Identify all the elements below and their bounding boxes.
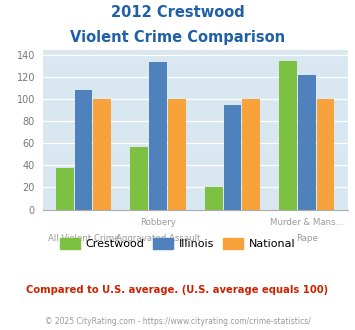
Text: 2012 Crestwood: 2012 Crestwood bbox=[111, 5, 244, 20]
Bar bbox=[93, 99, 111, 210]
Legend: Crestwood, Illinois, National: Crestwood, Illinois, National bbox=[55, 234, 300, 253]
Text: All Violent Crime: All Violent Crime bbox=[48, 234, 119, 243]
Bar bbox=[131, 147, 148, 210]
Bar bbox=[168, 99, 186, 210]
Bar bbox=[75, 90, 93, 210]
Bar bbox=[224, 105, 241, 210]
Text: Aggravated Assault: Aggravated Assault bbox=[116, 234, 200, 243]
Text: Murder & Mans...: Murder & Mans... bbox=[270, 218, 344, 227]
Bar bbox=[205, 187, 223, 210]
Text: © 2025 CityRating.com - https://www.cityrating.com/crime-statistics/: © 2025 CityRating.com - https://www.city… bbox=[45, 317, 310, 326]
Text: Compared to U.S. average. (U.S. average equals 100): Compared to U.S. average. (U.S. average … bbox=[26, 285, 329, 295]
Bar bbox=[279, 60, 297, 210]
Bar bbox=[56, 168, 74, 210]
Text: Violent Crime Comparison: Violent Crime Comparison bbox=[70, 30, 285, 45]
Text: Rape: Rape bbox=[296, 234, 318, 243]
Bar bbox=[242, 99, 260, 210]
Bar bbox=[149, 62, 167, 210]
Text: Robbery: Robbery bbox=[140, 218, 176, 227]
Bar bbox=[317, 99, 334, 210]
Bar bbox=[298, 75, 316, 210]
